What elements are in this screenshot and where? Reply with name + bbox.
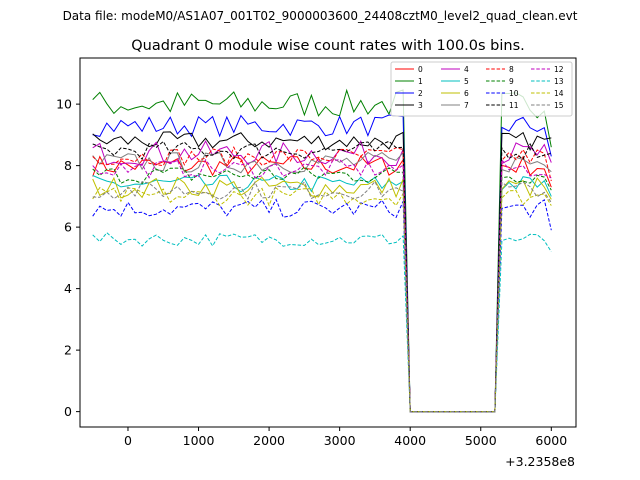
x-tick-label: 3000 <box>324 433 356 448</box>
legend-label-11: 11 <box>509 101 519 110</box>
legend-box <box>390 61 573 117</box>
y-tick-label: 10 <box>56 97 72 112</box>
legend-label-8: 8 <box>509 65 514 74</box>
y-tick-label: 4 <box>64 281 72 296</box>
chart-suptitle: Data file: modeM0/AS1A07_001T02_90000036… <box>63 9 578 23</box>
series-line-15 <box>92 180 552 413</box>
series-line-6 <box>92 176 552 413</box>
series-line-13 <box>92 231 552 413</box>
y-axis: 0 2 4 6 8 10 <box>56 97 80 419</box>
x-tick-label: 6000 <box>535 433 567 448</box>
series-line-5 <box>92 174 552 413</box>
y-tick-label: 2 <box>64 343 72 358</box>
series-line-1 <box>92 88 552 413</box>
series-line-8 <box>92 146 552 413</box>
series-line-9 <box>92 166 552 413</box>
legend-label-13: 13 <box>554 77 564 86</box>
y-tick-label: 8 <box>64 158 72 173</box>
y-tick-label: 6 <box>64 220 72 235</box>
series-line-4 <box>92 139 552 413</box>
legend-label-4: 4 <box>464 65 469 74</box>
plot-frame <box>79 57 577 428</box>
legend-label-6: 6 <box>464 89 469 98</box>
legend-label-10: 10 <box>509 89 519 98</box>
chart-title: Quadrant 0 module wise count rates with … <box>131 38 525 54</box>
x-offset-label: +3.2358e8 <box>505 454 575 469</box>
series-group <box>92 88 552 413</box>
x-tick-label: 1000 <box>183 433 215 448</box>
legend-label-12: 12 <box>554 65 564 74</box>
series-line-14 <box>92 186 552 413</box>
x-tick-label: 0 <box>124 433 132 448</box>
x-tick-label: 5000 <box>465 433 497 448</box>
series-line-11 <box>92 140 552 413</box>
legend-label-1: 1 <box>418 77 423 86</box>
x-tick-label: 4000 <box>394 433 426 448</box>
y-tick-label: 0 <box>64 404 72 419</box>
legend-label-0: 0 <box>418 65 423 74</box>
series-layer <box>92 88 552 413</box>
series-line-0 <box>92 155 552 413</box>
legend-label-3: 3 <box>418 101 423 110</box>
series-line-10 <box>92 198 552 413</box>
legend-label-2: 2 <box>418 89 423 98</box>
legend-label-5: 5 <box>464 77 469 86</box>
x-tick-label: 2000 <box>253 433 285 448</box>
legend-label-14: 14 <box>554 89 564 98</box>
legend-label-9: 9 <box>509 77 514 86</box>
series-line-3 <box>92 131 552 413</box>
x-axis: 0 1000 2000 3000 4000 5000 6000 <box>124 427 567 448</box>
legend-label-7: 7 <box>464 101 469 110</box>
legend-label-15: 15 <box>554 101 564 110</box>
